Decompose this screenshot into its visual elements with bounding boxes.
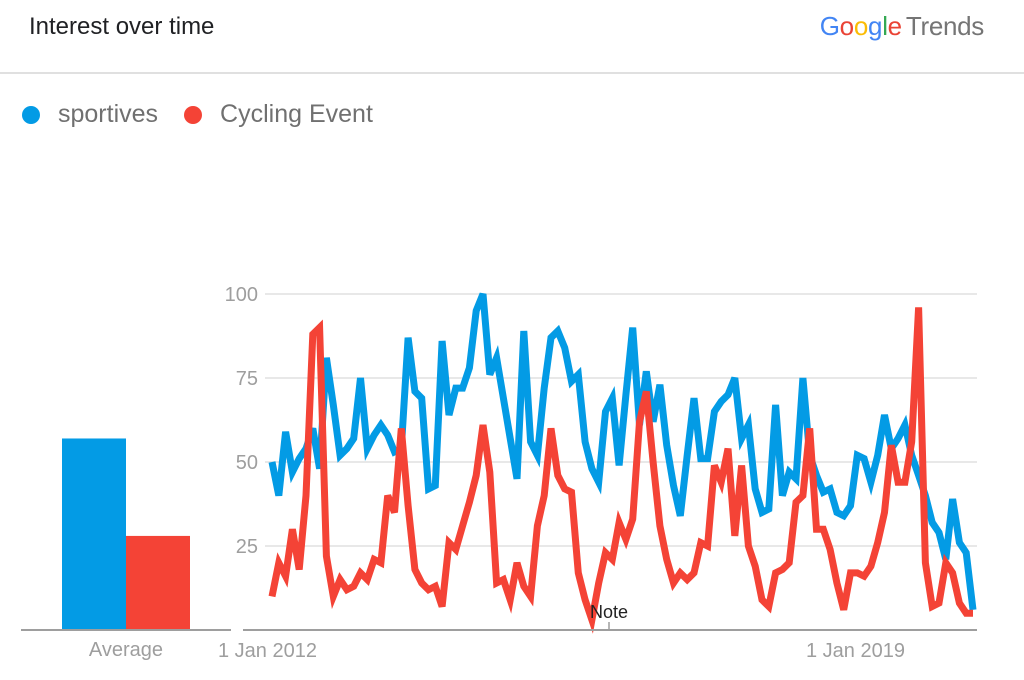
legend-item-cycling-event[interactable]: Cycling Event — [184, 100, 373, 129]
chart-axes: 1 Jan 2012 1 Jan 2019 Note — [218, 602, 977, 662]
average-bar[interactable] — [62, 438, 126, 630]
chart-title: Interest over time — [29, 13, 215, 40]
chart-legend: sportives Cycling Event — [22, 100, 399, 129]
chart-lines[interactable] — [268, 292, 977, 634]
legend-item-sportives[interactable]: sportives — [22, 100, 158, 129]
google-trends-logo: Google Trends — [819, 11, 985, 41]
y-tick-label: 75 — [236, 368, 258, 390]
legend-dot-icon — [22, 105, 40, 124]
series-line[interactable] — [268, 307, 973, 634]
legend-label: Cycling Event — [220, 100, 373, 128]
series-line[interactable] — [268, 292, 977, 611]
note-annotation[interactable]: Note — [590, 602, 628, 622]
y-tick-label: 25 — [236, 536, 258, 558]
legend-dot-icon — [184, 105, 203, 124]
average-bar[interactable] — [126, 535, 190, 630]
chart-header: Interest over time Google Trends — [0, 0, 1024, 74]
y-tick-label: 100 — [225, 284, 258, 306]
y-tick-label: 50 — [236, 452, 258, 474]
x-tick-label: 1 Jan 2019 — [806, 640, 905, 662]
average-label: Average — [89, 639, 163, 661]
x-tick-label: 1 Jan 2012 — [218, 640, 317, 662]
average-bar-chart: Average — [21, 438, 231, 661]
legend-label: sportives — [58, 100, 159, 128]
